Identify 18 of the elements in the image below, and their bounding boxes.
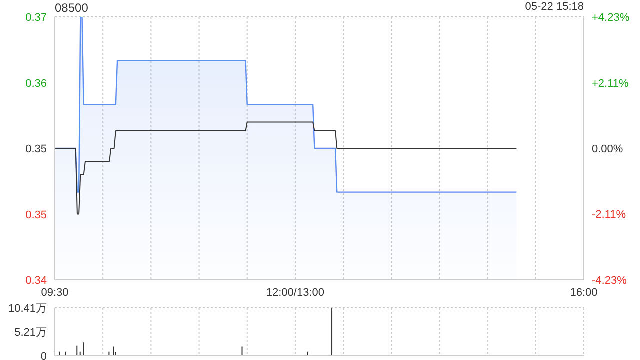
y2-tick-label: +2.11%	[592, 78, 630, 90]
y-tick-label: 0	[40, 351, 47, 360]
y-tick-label: 0.36	[26, 78, 47, 90]
x-tick-label: 16:00	[570, 286, 598, 299]
y2-tick-label: -4.23%	[592, 275, 628, 287]
y-tick-label: 0.37	[26, 12, 47, 24]
x-tick-label: 09:30	[41, 286, 69, 299]
text: 05-22 15:18	[525, 1, 584, 13]
y2-tick-label: 0.00%	[592, 144, 624, 156]
y2-tick-label: -2.11%	[592, 209, 626, 222]
x-tick-label: 12:00/13:00	[266, 286, 325, 299]
y-tick-label: 5.21万	[14, 326, 47, 339]
y-tick-label: 10.41万	[8, 303, 47, 315]
y-tick-label: 0.35	[26, 209, 47, 222]
y-tick-label: 0.34	[26, 275, 47, 287]
y-tick-label: 0.35	[26, 144, 47, 156]
y2-tick-label: +4.23%	[592, 12, 630, 24]
chart-title: 08500	[55, 1, 88, 15]
